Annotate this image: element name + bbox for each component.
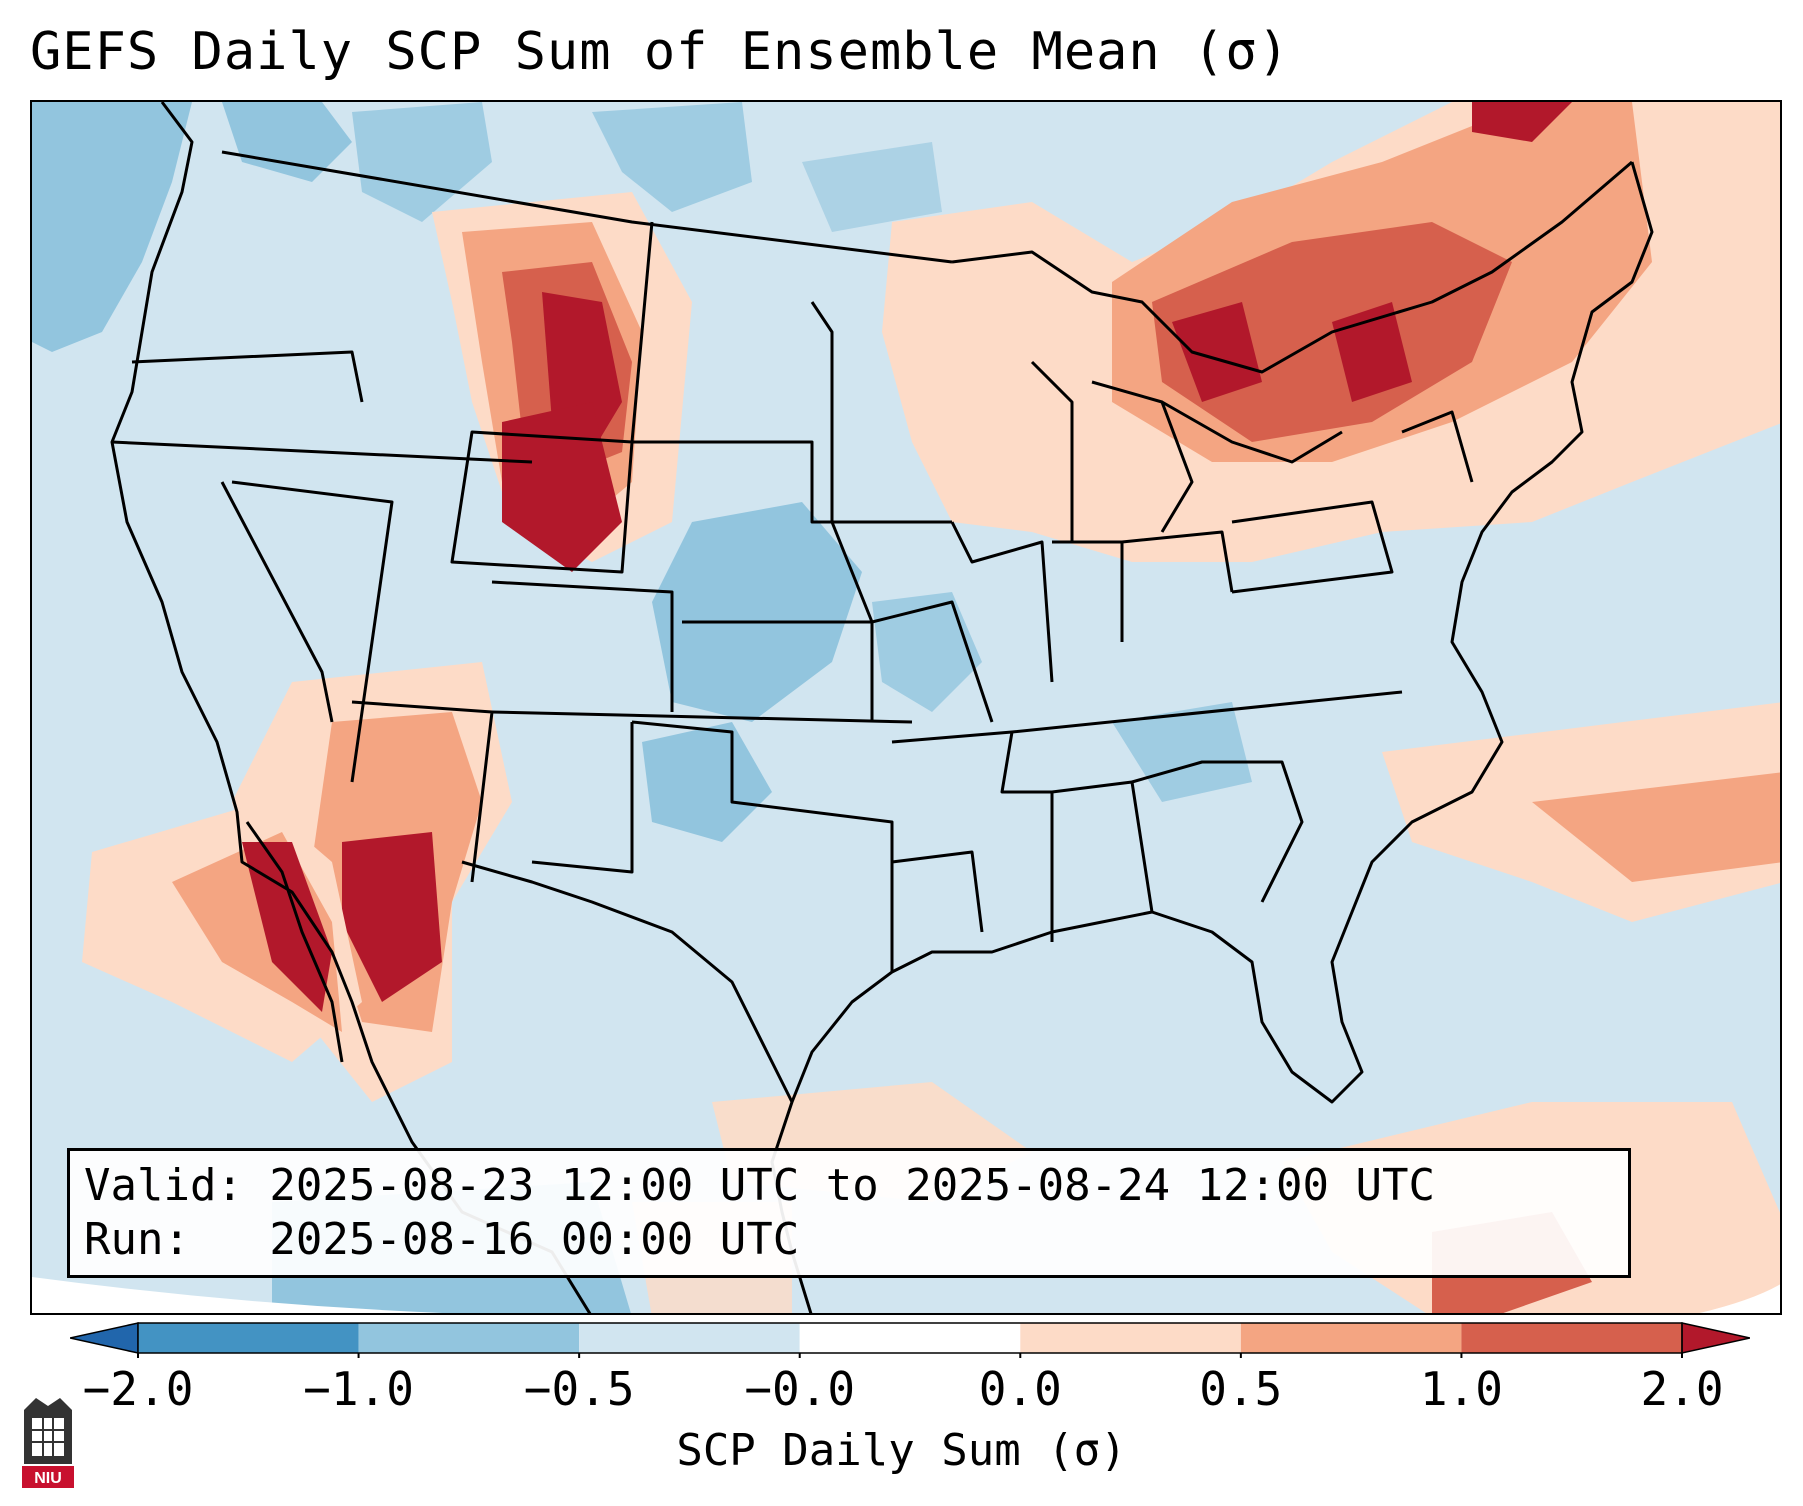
off-domain-corner [32, 1277, 443, 1313]
colorbar-outline [137, 1322, 1683, 1354]
wyoming-outline [450, 430, 634, 574]
colorbar-segment [138, 1323, 359, 1353]
colorbar-tick-label: −0.0 [744, 1362, 856, 1416]
colorbar-tick-label: 2.0 [1640, 1362, 1724, 1416]
pacific-coastline [110, 102, 592, 1313]
colorbar-segment [579, 1323, 800, 1353]
gulf-of-california-max-region [242, 842, 332, 1012]
new-mexico-texas-line [531, 722, 634, 874]
niu-logo-banner [22, 1466, 74, 1488]
colorado-max-region [502, 402, 622, 572]
colorbar-segment [1240, 1323, 1462, 1353]
niu-logo: NIU [22, 1398, 74, 1488]
nevada-utah-line [231, 480, 394, 783]
oregon-idaho-line [111, 440, 533, 464]
minnesota-line [810, 301, 834, 522]
pacific-nw-negative-region [32, 102, 192, 352]
valid-time-line: Valid: 2025-08-23 12:00 UTC to 2025-08-2… [84, 1160, 1436, 1211]
saskatchewan-negative-region [592, 102, 752, 212]
map-canvas [32, 102, 1780, 1313]
missouri-line [830, 521, 994, 723]
colorbar-segment [1461, 1323, 1682, 1353]
colorbar-tick-label: −2.0 [82, 1362, 194, 1416]
colorbar-segment [799, 1323, 1021, 1353]
colorbar-tick-label: 1.0 [1419, 1362, 1503, 1416]
atlantic-mid-region [1532, 772, 1780, 882]
atlantic-gulf-coastline [770, 161, 1654, 1313]
colorbar-extend-low [70, 1322, 139, 1354]
mississippi-line [1000, 731, 1054, 942]
michigan-max-region [1172, 302, 1262, 402]
us-canada-border-east [951, 160, 1633, 374]
dakotas-lines [630, 221, 952, 524]
louisiana-line [891, 850, 984, 933]
colorado-outline [491, 580, 674, 712]
colorbar-tick-label: 0.5 [1199, 1362, 1283, 1416]
illinois-line [950, 521, 1054, 683]
missouri-negative-region [872, 592, 982, 712]
new-england-lines [1401, 410, 1474, 483]
pennsylvania-outline [1231, 500, 1394, 594]
boundaries [110, 102, 1654, 1313]
colorbar-segment [358, 1323, 580, 1353]
35th-parallel-line [491, 710, 913, 724]
colorbar-tick-label: −0.5 [523, 1362, 635, 1416]
colorbar [70, 1322, 1750, 1358]
niu-logo-window [32, 1418, 64, 1456]
us-canada-border-west [221, 150, 953, 264]
oklahoma-negative-region [642, 722, 772, 842]
colorbar-segment [1020, 1323, 1241, 1353]
valid-run-info-box: Valid: 2025-08-23 12:00 UTC to 2025-08-2… [67, 1148, 1631, 1278]
colorbar-extend-high [1681, 1322, 1750, 1354]
colorbar-tick-label: −1.0 [303, 1362, 414, 1416]
arizona-max-region [342, 832, 442, 1002]
great-lakes-shores [1030, 360, 1194, 542]
bc-negative-region [222, 102, 352, 182]
ohio-line [1121, 530, 1234, 593]
quebec-max-region [1472, 102, 1572, 142]
washington-oregon-line [131, 350, 364, 403]
georgia-carolina-line [1131, 760, 1304, 903]
niu-logo-text: NIU [34, 1470, 62, 1487]
map-panel [30, 100, 1782, 1315]
california-nevada-line [220, 481, 334, 723]
off-domain-corner-right [1699, 1284, 1780, 1313]
baja-coast [245, 821, 344, 1063]
texas-oklahoma-line [631, 720, 894, 972]
lake-erie-ontario-shore [1161, 400, 1343, 464]
kansas-negative-region [652, 502, 862, 722]
manitoba-negative-region [802, 142, 942, 232]
colorbar-tick-label: 0.0 [978, 1362, 1062, 1416]
chart-title: GEFS Daily SCP Sum of Ensemble Mean (σ) [30, 22, 1290, 82]
run-time-line: Run: 2025-08-16 00:00 UTC [84, 1214, 800, 1265]
us-mexico-border [461, 860, 794, 1103]
colorbar-label: SCP Daily Sum (σ) [676, 1425, 1127, 1476]
